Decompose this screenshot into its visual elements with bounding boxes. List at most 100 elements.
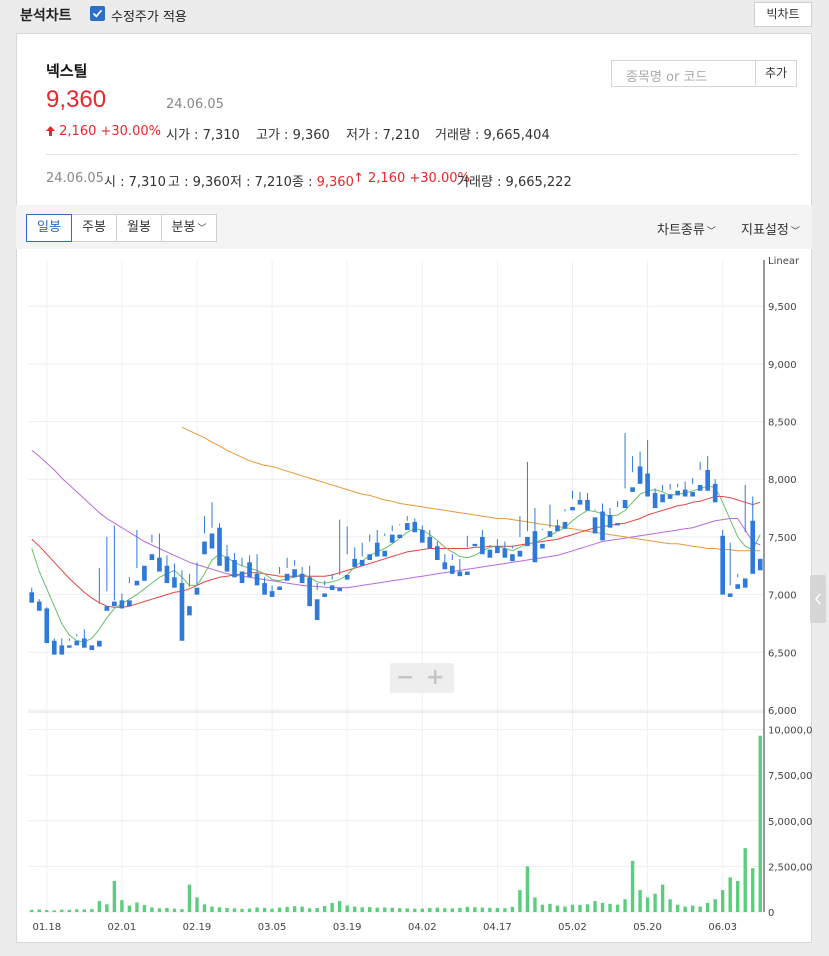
volume-bar [728, 877, 732, 912]
volume-bar [142, 905, 147, 912]
volume-bar [172, 908, 177, 912]
chevron-left-icon [815, 593, 821, 605]
adjusted-price-checkbox[interactable] [90, 6, 105, 21]
candle-body [637, 466, 643, 484]
candle-body [172, 577, 177, 588]
volume-bar [540, 904, 545, 912]
candle-body [532, 531, 538, 563]
candle-body [487, 549, 493, 558]
volume-bar [300, 906, 304, 912]
chevron-down-icon: ﹀ [790, 227, 800, 237]
volume-bar [608, 903, 612, 912]
chart-panel [16, 33, 812, 943]
volume-bar [60, 909, 64, 912]
candle-body [652, 493, 658, 509]
volume-bar [503, 908, 507, 912]
change-amount: 2,160 [59, 124, 97, 139]
ohlc-low: 저 : 7,210 [230, 175, 292, 190]
volume-tick-label: 2,500,000 [768, 862, 812, 873]
ohlc-high: 고 : 9,360 [168, 175, 230, 190]
zoom-in-button[interactable]: + [426, 665, 445, 690]
candle-body [667, 494, 673, 499]
volume-bar [97, 901, 102, 912]
candle-body [337, 587, 343, 592]
stock-search-input[interactable]: 종목명 or 코드 [611, 60, 756, 87]
volume-bar [337, 901, 342, 912]
price-tick-label: 8,500 [768, 418, 797, 429]
candle-body [592, 517, 598, 534]
volume-bar [698, 906, 702, 912]
volume-bar [112, 880, 117, 912]
date-tick-label: 03.19 [333, 922, 362, 933]
chevron-down-icon: ﹀ [706, 227, 716, 237]
volume-bar [120, 900, 124, 912]
tab-daily[interactable]: 일봉 [26, 214, 72, 242]
tab-minute[interactable]: 분봉 ﹀ [161, 214, 217, 242]
volume-bar [330, 902, 334, 912]
volume-bar [37, 909, 41, 912]
volume-bar [45, 909, 49, 912]
volume-bar [721, 890, 725, 912]
volume-bar [630, 860, 635, 912]
volume-bar [383, 907, 387, 912]
ma60-line [181, 426, 761, 552]
chart-type-menu[interactable]: 차트종류 ﹀ [657, 223, 716, 238]
candle-body [127, 600, 132, 607]
candle-body [472, 543, 478, 547]
indicator-settings-menu[interactable]: 지표설정 ﹀ [741, 223, 800, 238]
volume-bar [135, 902, 139, 912]
volume: 거래량 : 9,665,404 [435, 128, 550, 143]
volume-bar [736, 880, 740, 912]
volume-bar [450, 908, 455, 912]
date-tick-label: 01.18 [32, 922, 61, 933]
candle-body [352, 558, 358, 567]
price-chart[interactable]: Linear 9,500 9,000 8,500 8,000 7,500 7,000 6,50… [16, 249, 812, 941]
candle-body [66, 645, 72, 648]
price-date: 24.06.05 [166, 97, 224, 112]
adjusted-price-label[interactable]: 수정주가 적용 [111, 10, 187, 25]
volume-bar [638, 890, 642, 912]
tab-weekly[interactable]: 주봉 [71, 214, 117, 242]
ma20-line [31, 496, 761, 608]
bigchart-button[interactable]: 빅차트 [754, 2, 812, 27]
volume-bar [510, 906, 515, 912]
volume-bar [713, 899, 717, 912]
zoom-out-button[interactable]: − [396, 665, 415, 690]
volume-bar [428, 907, 432, 912]
candle-body [412, 521, 418, 533]
candle-body [735, 584, 741, 589]
panel-collapse-handle[interactable] [810, 575, 826, 623]
volume-bar [413, 908, 417, 912]
volume-bar [90, 909, 94, 912]
candle-body [495, 546, 500, 554]
volume-bar [202, 904, 207, 912]
scale-label: Linear [768, 256, 800, 267]
volume-bar [623, 899, 627, 912]
candle-body [690, 491, 695, 497]
volume-bar [443, 908, 447, 912]
candle-body [697, 485, 703, 491]
candle-body [570, 506, 575, 511]
volume-bar [570, 904, 575, 912]
volume-bar [405, 908, 409, 912]
volume-bar [705, 902, 710, 912]
candle-body [419, 530, 425, 543]
candle-body [607, 515, 613, 528]
candle-body [622, 500, 628, 509]
candle-body [81, 638, 87, 648]
volume-bar [495, 907, 500, 912]
zoom-controls: − + [390, 663, 454, 693]
volume-bar [368, 907, 372, 912]
candle-body [480, 536, 485, 555]
volume-bar [758, 735, 762, 912]
candle-body [502, 548, 508, 558]
candle-body [562, 521, 568, 529]
candle-body [29, 592, 35, 603]
check-icon [92, 9, 103, 18]
volume-bar [533, 897, 537, 912]
ma120-line [31, 450, 761, 589]
volume-bar [578, 905, 582, 912]
add-stock-button[interactable]: 추가 [755, 60, 797, 87]
ohlc-close: 종 : 9,360 [292, 175, 354, 190]
tab-monthly[interactable]: 월봉 [116, 214, 162, 242]
